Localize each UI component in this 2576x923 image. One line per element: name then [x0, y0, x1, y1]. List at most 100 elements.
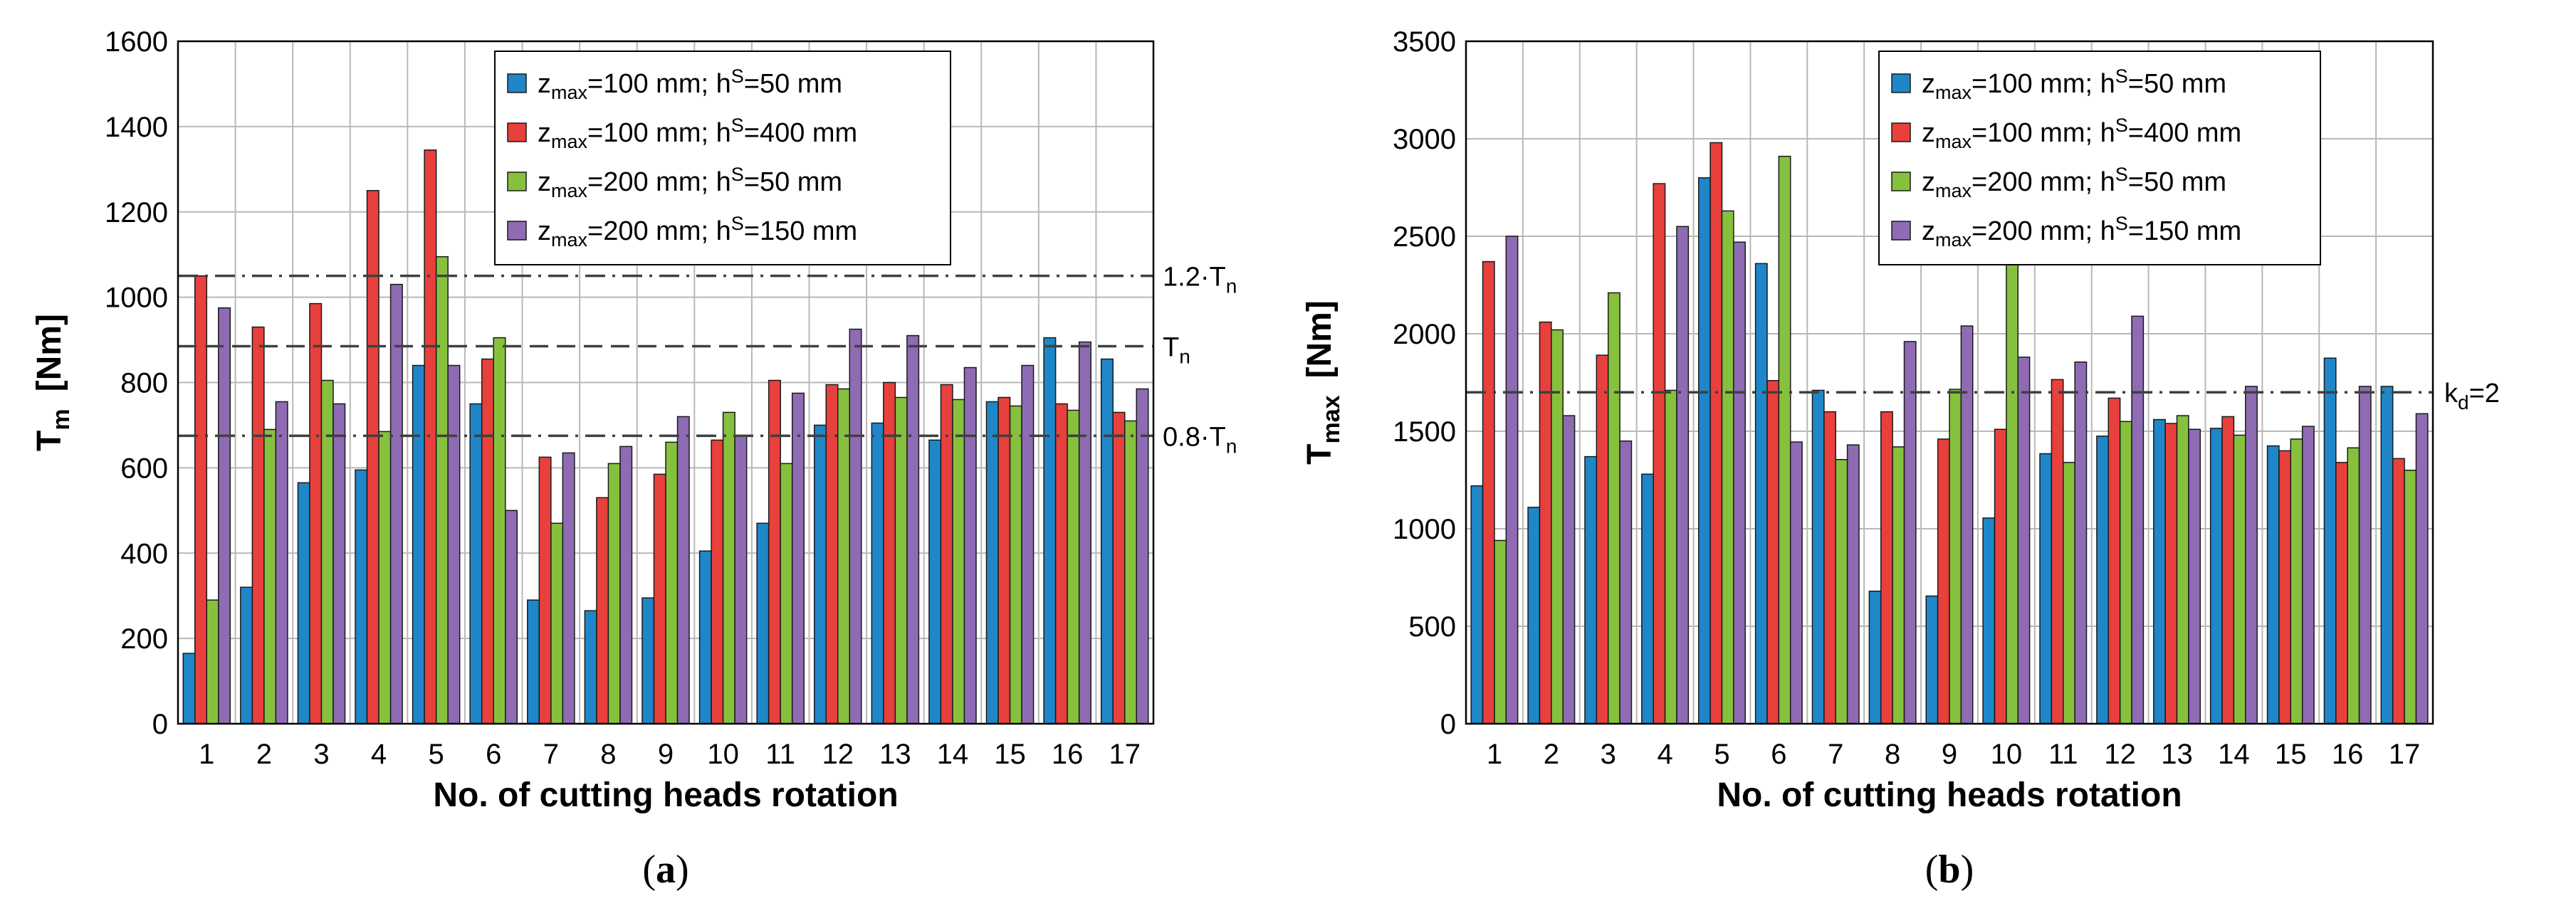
bar-s3-c12	[2119, 421, 2132, 724]
legend-swatch-1	[507, 73, 527, 93]
bar-s4-c11	[2074, 361, 2088, 724]
bar-s1-c15	[985, 401, 999, 724]
bar-s1-c7	[1811, 389, 1825, 724]
legend-label-3: zmax=200 mm; hS=50 mm	[1922, 164, 2226, 201]
x-axis-title: No. of cutting heads rotation	[1717, 776, 2182, 814]
bar-s2-c2	[1539, 321, 1552, 724]
bar-s2-c3	[309, 302, 323, 724]
plot-frame	[1465, 40, 2434, 725]
bar-s4-c10	[734, 435, 748, 724]
bar-s3-c14	[2233, 434, 2246, 724]
x-tick-label: 4	[371, 739, 387, 770]
x-tick-label: 11	[765, 739, 795, 770]
x-tick-label: 7	[1828, 739, 1843, 770]
bar-s4-c16	[1078, 341, 1091, 724]
legend-swatch-4	[507, 221, 527, 241]
bar-s4-c4	[389, 283, 403, 724]
bar-s4-c1	[218, 307, 231, 724]
bar-s1-c13	[871, 422, 884, 724]
bar-s1-c12	[2096, 436, 2110, 724]
x-tick-label: 1	[1487, 739, 1502, 770]
bar-s4-c15	[2301, 426, 2315, 724]
bar-s3-c1	[1494, 539, 1507, 724]
bar-s1-c8	[584, 610, 597, 724]
bar-s2-c6	[481, 358, 494, 724]
bar-s2-c5	[1710, 142, 1723, 724]
legend-label-2: zmax=100 mm; hS=400 mm	[538, 115, 857, 152]
legend-label-1: zmax=100 mm; hS=50 mm	[538, 65, 842, 103]
legend-label-3: zmax=200 mm; hS=50 mm	[538, 164, 842, 201]
bar-s1-c15	[2266, 445, 2280, 724]
bar-s1-c1	[1470, 485, 1484, 724]
bar-s4-c12	[849, 328, 862, 724]
x-tick-label: 13	[2161, 739, 2193, 770]
x-tick-label: 13	[879, 739, 911, 770]
y-tick-label: 1500	[1393, 416, 1456, 448]
bar-s4-c17	[1136, 388, 1149, 724]
bar-s3-c15	[1009, 405, 1022, 724]
bar-s2-c17	[2392, 458, 2405, 724]
x-tick-label: 14	[937, 739, 969, 770]
bar-s4-c3	[333, 403, 346, 724]
legend: zmax=100 mm; hS=50 mm zmax=100 mm; hS=400…	[494, 51, 951, 265]
x-tick-label: 11	[2048, 739, 2078, 770]
x-tick-label: 12	[2104, 739, 2136, 770]
bar-s4-c3	[1619, 440, 1633, 724]
x-tick-label: 5	[1714, 739, 1729, 770]
legend-swatch-4	[1891, 221, 1911, 241]
bar-s3-c17	[1124, 420, 1137, 724]
bar-s1-c1	[182, 653, 196, 724]
chart-panel-b: kd=2 0 500 1000 1500 2000 2500 3000 3500 1 2 3 4 5 6 7 8…	[1288, 0, 2576, 923]
bar-s2-c11	[768, 379, 781, 724]
bar-s2-c15	[998, 396, 1011, 724]
legend-swatch-2	[507, 122, 527, 142]
bar-s4-c5	[1733, 241, 1746, 724]
bar-s2-c15	[2278, 450, 2292, 724]
bar-s3-c1	[206, 599, 219, 724]
x-tick-label: 8	[1885, 739, 1900, 770]
legend-swatch-2	[1891, 122, 1911, 142]
bar-s2-c8	[596, 497, 609, 724]
x-tick-label: 2	[256, 739, 272, 770]
bar-s3-c17	[2404, 470, 2417, 724]
bar-s4-c11	[791, 392, 805, 724]
bar-s4-c4	[1676, 226, 1690, 724]
bar-s2-c12	[2108, 397, 2121, 724]
y-tick-label: 2500	[1393, 221, 1456, 253]
bar-s1-c5	[1697, 177, 1711, 724]
bar-s3-c9	[1949, 389, 1962, 724]
y-tick-label: 0	[1440, 709, 1456, 740]
legend-swatch-3	[507, 172, 527, 191]
bar-s4-c9	[676, 416, 690, 724]
bar-s1-c8	[1868, 590, 1882, 724]
bar-s1-c10	[698, 550, 712, 724]
y-tick-label: 1000	[105, 283, 168, 314]
bar-s1-c2	[1527, 507, 1541, 724]
bar-s4-c8	[1903, 341, 1917, 724]
bar-s4-c16	[2358, 386, 2372, 724]
x-tick-label: 3	[313, 739, 329, 770]
bar-s3-c2	[263, 428, 277, 724]
x-tick-label: 6	[486, 739, 501, 770]
bar-s4-c6	[1789, 441, 1803, 724]
bar-s2-c1	[1482, 260, 1495, 724]
bar-s4-c7	[562, 452, 575, 724]
bar-s2-c4	[366, 190, 379, 724]
bar-s1-c11	[756, 522, 770, 724]
y-axis-title: Tmax [Nm]	[1301, 300, 1345, 465]
bar-s3-c3	[1607, 292, 1621, 724]
legend-label-1: zmax=100 mm; hS=50 mm	[1922, 65, 2226, 103]
bar-s3-c5	[1721, 210, 1734, 724]
legend-swatch-1	[1891, 73, 1911, 93]
legend: zmax=100 mm; hS=50 mm zmax=100 mm; hS=400…	[1878, 51, 2321, 265]
y-tick-label: 400	[120, 538, 168, 569]
bar-s2-c9	[1937, 438, 1950, 724]
bar-s1-c17	[1100, 358, 1114, 724]
x-tick-label: 17	[2389, 739, 2421, 770]
bar-s1-c5	[412, 364, 425, 724]
bar-s3-c11	[2063, 462, 2075, 724]
bar-s2-c1	[194, 275, 208, 724]
bar-s4-c1	[1505, 236, 1519, 724]
reference-line-label-3: 0.8·Tn	[1163, 422, 1237, 457]
bar-s1-c4	[1641, 473, 1654, 724]
